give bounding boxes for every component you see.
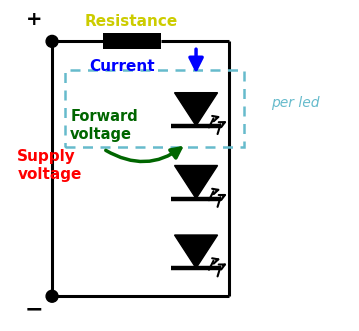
Bar bbox=[103, 33, 161, 49]
Text: Current: Current bbox=[89, 59, 155, 74]
Text: −: − bbox=[24, 300, 43, 319]
Text: Resistance: Resistance bbox=[85, 14, 178, 29]
Circle shape bbox=[46, 290, 58, 302]
Polygon shape bbox=[174, 235, 218, 268]
Polygon shape bbox=[174, 93, 218, 126]
Text: Forward
voltage: Forward voltage bbox=[70, 109, 138, 142]
Text: per led: per led bbox=[271, 96, 320, 110]
Circle shape bbox=[46, 35, 58, 47]
Text: +: + bbox=[25, 10, 42, 29]
Text: Supply
voltage: Supply voltage bbox=[17, 149, 82, 182]
FancyArrowPatch shape bbox=[106, 148, 181, 162]
Polygon shape bbox=[174, 166, 218, 199]
